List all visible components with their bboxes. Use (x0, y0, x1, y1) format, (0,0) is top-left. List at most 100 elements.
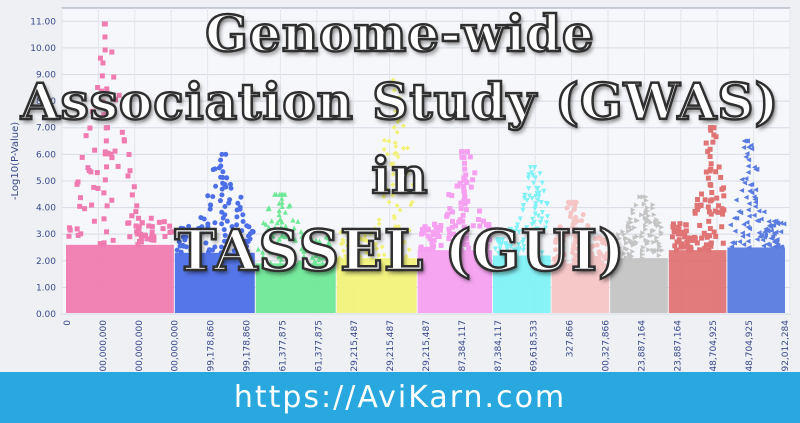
data-point (525, 229, 531, 235)
data-point (240, 212, 246, 218)
data-point (561, 233, 567, 239)
data-point (629, 240, 635, 246)
data-point (701, 230, 707, 236)
data-point (364, 249, 370, 255)
data-point (646, 213, 652, 219)
chromosome-band (668, 250, 727, 313)
data-point (425, 227, 431, 233)
data-point (778, 229, 784, 235)
chromosome-series-4 (336, 77, 417, 313)
data-point (703, 140, 709, 146)
data-point (713, 169, 719, 175)
data-point (681, 230, 687, 236)
data-point (749, 146, 755, 152)
data-point (263, 221, 269, 227)
chromosome-series-5 (417, 149, 494, 313)
data-point (393, 108, 399, 114)
data-point (745, 232, 751, 238)
data-point (567, 199, 573, 205)
data-point (360, 237, 366, 243)
data-point (450, 243, 456, 249)
data-point (475, 217, 481, 223)
data-point (462, 178, 468, 184)
data-point (747, 188, 753, 194)
data-point (279, 199, 285, 205)
x-tick-label: 0 (63, 320, 73, 326)
data-point (574, 246, 580, 252)
data-point (743, 194, 749, 200)
chromosome-series-6 (492, 165, 551, 313)
data-point (732, 228, 738, 234)
data-point (210, 194, 216, 200)
chromosome-band (66, 244, 174, 313)
data-point (657, 244, 663, 250)
data-point (651, 239, 657, 245)
data-point (94, 170, 100, 176)
data-point (486, 222, 492, 228)
data-point (235, 200, 241, 206)
data-point (707, 168, 713, 174)
data-point (536, 194, 542, 200)
data-point (394, 82, 400, 88)
y-tick-label: 7.00 (36, 124, 56, 134)
data-point (743, 154, 749, 160)
chromosome-series-2 (174, 151, 256, 313)
data-point (731, 240, 737, 246)
data-point (238, 194, 244, 200)
data-point (346, 234, 352, 240)
x-tick-label: 148,704,925 (745, 320, 755, 372)
data-point (104, 203, 110, 209)
y-tick-label: 10.00 (30, 44, 56, 54)
data-point (596, 234, 602, 240)
data-point (463, 230, 469, 236)
data-point (88, 169, 94, 175)
website-link[interactable]: https://AviKarn.com (233, 380, 567, 415)
data-point (279, 203, 285, 209)
data-point (167, 223, 173, 229)
data-point (376, 172, 382, 178)
data-point (497, 246, 503, 252)
data-point (709, 197, 715, 203)
data-point (707, 154, 713, 160)
data-point (136, 229, 142, 235)
data-point (745, 238, 751, 244)
data-point (564, 205, 570, 211)
data-point (329, 247, 335, 253)
data-point (178, 249, 184, 255)
data-point (295, 218, 301, 224)
data-point (534, 252, 540, 258)
data-point (341, 248, 347, 254)
data-point (97, 55, 103, 61)
data-point (463, 207, 469, 213)
data-point (66, 233, 72, 239)
data-point (350, 240, 356, 246)
data-point (196, 225, 202, 231)
data-point (103, 138, 109, 144)
data-point (115, 163, 121, 169)
data-point (454, 183, 460, 189)
data-point (623, 255, 629, 261)
data-point (706, 218, 712, 224)
data-point (129, 213, 135, 219)
y-tick-label: 8.00 (36, 97, 56, 107)
data-point (557, 224, 563, 230)
chromosome-series-8 (609, 194, 668, 313)
data-point (110, 237, 116, 243)
data-point (381, 252, 387, 258)
data-point (558, 259, 564, 265)
data-point (298, 229, 304, 235)
x-tick-label: 23,887,164 (637, 320, 647, 372)
data-point (77, 195, 83, 201)
data-point (422, 226, 428, 232)
data-point (643, 194, 649, 200)
data-point (391, 250, 397, 256)
data-point (699, 235, 705, 241)
data-point (521, 195, 527, 201)
data-point (393, 224, 399, 230)
data-point (685, 242, 691, 248)
data-point (530, 242, 536, 248)
data-point (85, 165, 91, 171)
y-tick-label: 3.00 (36, 230, 56, 240)
data-point (522, 192, 528, 198)
data-point (639, 212, 645, 218)
